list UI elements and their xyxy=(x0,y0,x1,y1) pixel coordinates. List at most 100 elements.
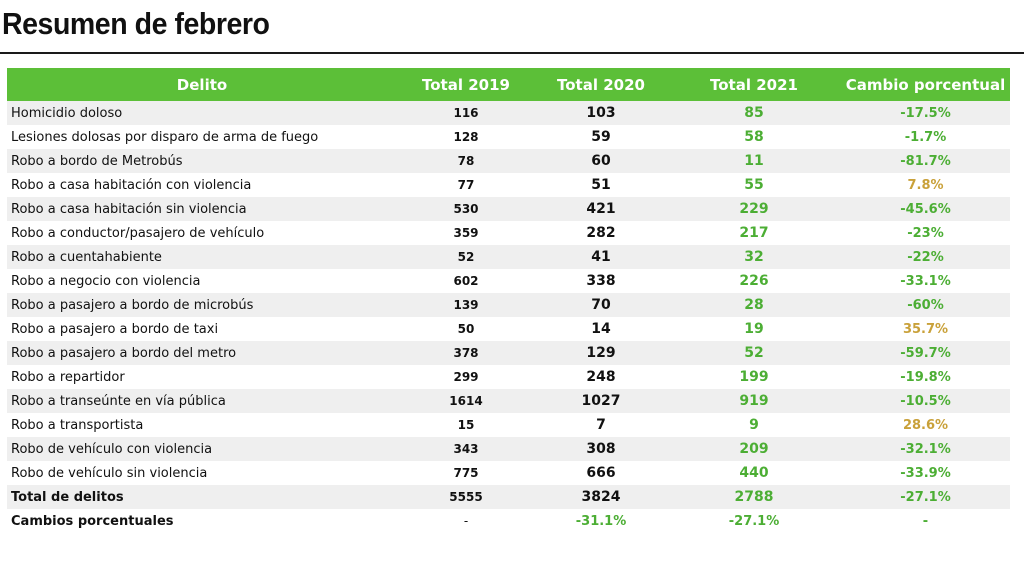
table-row: Robo de vehículo sin violencia 775 666 440-… xyxy=(7,461,1010,485)
cell-total-2020: 103 xyxy=(535,101,667,125)
cell-total-2021: 55 xyxy=(667,173,841,197)
cell-total-2019: 1614 xyxy=(397,389,535,413)
cell-total-2020: 666 xyxy=(535,461,667,485)
cell-total-2019: 15 xyxy=(397,413,535,437)
column-header-total-2019: Total 2019 xyxy=(397,68,535,101)
cell-total-2021: 919 xyxy=(667,389,841,413)
cell-delito: Robo a pasajero a bordo del metro xyxy=(7,341,397,365)
cell-cambio-porcentual: -27.1% xyxy=(841,485,1010,509)
table-row: Homicidio doloso 116 103 85 -17.5% xyxy=(7,101,1010,125)
cell-total-2019: 530 xyxy=(397,197,535,221)
cell-total-2019: 378 xyxy=(397,341,535,365)
crime-summary-table: Delito Total 2019 Total 2020 Total 2021 … xyxy=(7,68,1010,533)
cell-cambio-porcentual: -45.6% xyxy=(841,197,1010,221)
cell-total-2021: 2788 xyxy=(667,485,841,509)
cell-total-2020: 59 xyxy=(535,125,667,149)
cell-delito: Robo a casa habitación sin violencia xyxy=(7,197,397,221)
cell-total-2019: 52 xyxy=(397,245,535,269)
cell-cambio-porcentual: -33.1% xyxy=(841,269,1010,293)
cell-delito: Robo a repartidor xyxy=(7,365,397,389)
table-row: Robo a casa habitación sin violencia 530 4… xyxy=(7,197,1010,221)
cell-total-2020: 338 xyxy=(535,269,667,293)
table-row: Robo a conductor/pasajero de vehículo 359… xyxy=(7,221,1010,245)
cell-total-2021: 32 xyxy=(667,245,841,269)
cell-total-2020: 308 xyxy=(535,437,667,461)
cell-total-2019: 5555 xyxy=(397,485,535,509)
table-row: Lesiones dolosas por disparo de arma de … xyxy=(7,125,1010,149)
table-row: Robo a transeúnte en vía pública 1614 1027… xyxy=(7,389,1010,413)
cell-cambio-porcentual: - xyxy=(841,509,1010,533)
cell-total-2019: 299 xyxy=(397,365,535,389)
cell-total-2020: -31.1% xyxy=(535,509,667,533)
cell-total-2020: 129 xyxy=(535,341,667,365)
cell-total-2021: 229 xyxy=(667,197,841,221)
cell-total-2021: 28 xyxy=(667,293,841,317)
cell-total-2020: 1027 xyxy=(535,389,667,413)
cell-total-2021: 52 xyxy=(667,341,841,365)
cell-total-2019: 602 xyxy=(397,269,535,293)
cell-cambio-porcentual: -22% xyxy=(841,245,1010,269)
cell-total-2021: 85 xyxy=(667,101,841,125)
cell-total-2019: 128 xyxy=(397,125,535,149)
cell-cambio-porcentual: -32.1% xyxy=(841,437,1010,461)
total-row: Total de delitos 5555 3824 2788 -27.1% xyxy=(7,485,1010,509)
table-header-row: Delito Total 2019 Total 2020 Total 2021 … xyxy=(7,68,1010,101)
cell-total-2019: 139 xyxy=(397,293,535,317)
percent-change-row: Cambios porcentuales - -31.1% -27.1% - xyxy=(7,509,1010,533)
cell-total-2020: 3824 xyxy=(535,485,667,509)
cell-total-2021: 58 xyxy=(667,125,841,149)
cell-cambio-porcentual: -23% xyxy=(841,221,1010,245)
cell-cambio-porcentual: -33.9% xyxy=(841,461,1010,485)
column-header-total-2021: Total 2021 xyxy=(667,68,841,101)
cell-total-2021: 19 xyxy=(667,317,841,341)
cell-total-2020: 60 xyxy=(535,149,667,173)
table-row: Robo a pasajero a bordo del metro 378 129 5… xyxy=(7,341,1010,365)
cell-delito: Homicidio doloso xyxy=(7,101,397,125)
cell-total-2019: 78 xyxy=(397,149,535,173)
cell-delito: Robo a negocio con violencia xyxy=(7,269,397,293)
cell-delito: Robo a pasajero a bordo de microbús xyxy=(7,293,397,317)
cell-delito: Robo a bordo de Metrobús xyxy=(7,149,397,173)
cell-delito: Robo a transportista xyxy=(7,413,397,437)
column-header-delito: Delito xyxy=(7,68,397,101)
cell-cambio-porcentual: -17.5% xyxy=(841,101,1010,125)
cell-cambio-porcentual: 7.8% xyxy=(841,173,1010,197)
table-body: Homicidio doloso 116 103 85 -17.5% Lesiones d… xyxy=(7,101,1010,533)
cell-delito: Robo a pasajero a bordo de taxi xyxy=(7,317,397,341)
table-row: Robo a pasajero a bordo de taxi 50 14 19 35.… xyxy=(7,317,1010,341)
cell-cambio-porcentual: -81.7% xyxy=(841,149,1010,173)
column-header-total-2020: Total 2020 xyxy=(535,68,667,101)
cell-total-2021: -27.1% xyxy=(667,509,841,533)
cell-total-2020: 7 xyxy=(535,413,667,437)
cell-total-2020: 421 xyxy=(535,197,667,221)
cell-total-2019: 116 xyxy=(397,101,535,125)
table-row: Robo de vehículo con violencia 343 308 209-… xyxy=(7,437,1010,461)
cell-total-2020: 14 xyxy=(535,317,667,341)
cell-total-2020: 248 xyxy=(535,365,667,389)
cell-cambio-porcentual: -1.7% xyxy=(841,125,1010,149)
cell-total-2020: 51 xyxy=(535,173,667,197)
cell-total-2021: 11 xyxy=(667,149,841,173)
table-row: Robo a pasajero a bordo de microbús 139 70… xyxy=(7,293,1010,317)
cell-cambio-porcentual: -59.7% xyxy=(841,341,1010,365)
cell-delito: Total de delitos xyxy=(7,485,397,509)
cell-total-2019: 343 xyxy=(397,437,535,461)
cell-total-2019: 77 xyxy=(397,173,535,197)
cell-delito: Robo a casa habitación con violencia xyxy=(7,173,397,197)
cell-total-2021: 440 xyxy=(667,461,841,485)
cell-total-2019: - xyxy=(397,509,535,533)
title-divider xyxy=(0,52,1024,54)
cell-total-2020: 282 xyxy=(535,221,667,245)
table-row: Robo a bordo de Metrobús 78 60 11 -81.7% xyxy=(7,149,1010,173)
cell-total-2020: 70 xyxy=(535,293,667,317)
table-row: Robo a repartidor 299 248 199 -19.8% xyxy=(7,365,1010,389)
cell-delito: Robo a conductor/pasajero de vehículo xyxy=(7,221,397,245)
page-title: Resumen de febrero xyxy=(2,6,270,41)
cell-cambio-porcentual: -19.8% xyxy=(841,365,1010,389)
cell-cambio-porcentual: 35.7% xyxy=(841,317,1010,341)
cell-total-2019: 359 xyxy=(397,221,535,245)
cell-delito: Cambios porcentuales xyxy=(7,509,397,533)
cell-delito: Robo a transeúnte en vía pública xyxy=(7,389,397,413)
cell-total-2019: 775 xyxy=(397,461,535,485)
cell-total-2021: 199 xyxy=(667,365,841,389)
